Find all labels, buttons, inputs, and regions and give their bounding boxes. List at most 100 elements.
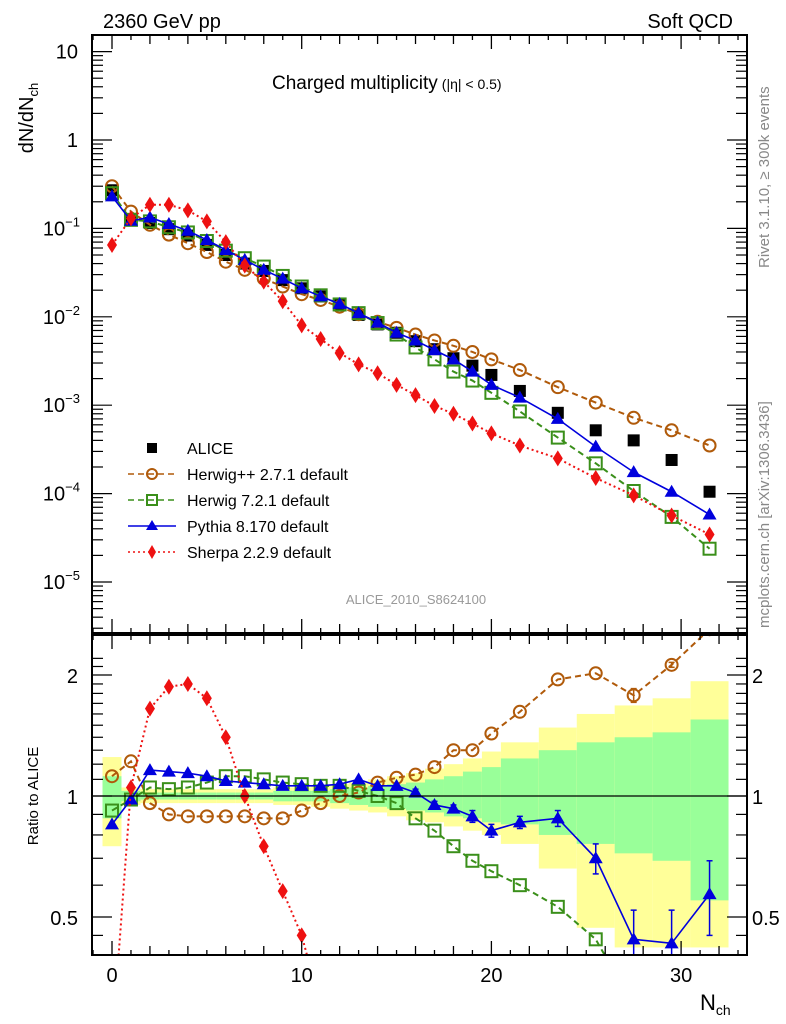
legend-label: Herwig 7.2.1 default [187,493,330,510]
data-point [664,423,679,438]
data-point [408,767,423,782]
inner-band-bin [614,737,653,854]
legend-item: Pythia 8.170 default [128,519,329,536]
data-point [237,775,252,788]
data-point [484,864,499,879]
x-axis-label-text: N [700,990,716,1015]
data-point [332,777,347,790]
data-point [702,507,717,520]
data-point [626,688,641,703]
data-point [590,470,601,487]
x-axis-label-sub: ch [716,1002,731,1018]
data-point [275,811,290,826]
y-tick-label-ratio: 0.5 [50,908,78,930]
y-tick-base: 10 [43,218,65,240]
y-tick-label-ratio-right: 0.5 [752,908,780,930]
data-point [446,338,461,353]
inner-band-bin [462,771,482,819]
y-tick-base: 10 [43,307,65,329]
y-tick-label-ratio: 1 [67,787,78,809]
data-point [512,878,527,893]
legend-marker [148,545,156,559]
data-point [666,1000,678,1012]
data-point [465,809,480,822]
data-point [142,210,157,223]
data-point [446,352,461,365]
data-point [484,377,499,390]
data-point [408,333,423,346]
data-point [123,792,138,805]
y-axis-label-main: dN/dNch [16,83,41,153]
side-label-mcplots: mcplots.cern.ch [arXiv:1306.3436] [756,401,773,628]
data-point [144,700,155,717]
y-tick-label-ratio-right: 2 [752,666,763,688]
y-tick-base: 10 [43,484,65,506]
series-pythia-8-170-default [105,763,717,955]
legend-marker [146,494,158,506]
y-tick-label-main: 10−4 [43,480,80,506]
data-point [201,213,212,230]
data-point [182,202,193,219]
data-point [180,780,195,795]
data-point [588,439,603,452]
data-point [704,526,715,543]
data-point [353,356,364,373]
data-point [484,352,499,367]
data-point [199,809,214,824]
data-point [370,315,385,328]
data-point [550,811,565,824]
series-herwig-2-7-1-default [105,179,717,453]
data-point [163,678,174,695]
data-point [389,325,404,338]
data-point [550,380,565,395]
analysis-id: ALICE_2010_S8624100 [346,592,486,607]
data-point [220,729,231,746]
data-point [427,823,442,838]
data-point [664,936,679,949]
data-point [180,809,195,824]
data-point [446,801,461,814]
data-point [220,234,231,251]
data-point [408,811,423,826]
inner-band-bin [576,742,615,844]
data-point [550,672,565,687]
y-tick-label-main: 1 [67,130,78,152]
data-point [332,296,347,309]
data-point [351,772,366,785]
data-point [448,405,459,422]
data-point [294,778,309,791]
ratio-frame [91,634,748,956]
data-point [410,387,421,404]
data-point [313,796,328,811]
y-axis-label-ratio: Ratio to ALICE [25,747,42,845]
legend: ALICE Herwig++ 2.7.1 default Herwig 7.2.1 … [128,441,349,562]
main-frame [91,34,748,634]
legend-marker [146,468,158,480]
data-point [467,415,478,432]
data-point [313,289,328,302]
data-point [664,657,679,672]
legend-item: Herwig++ 2.7.1 default [128,467,349,484]
series-herwig-7-2-1-default [105,769,678,1012]
series-line [111,635,705,820]
data-point [702,541,717,556]
data-point [588,932,603,947]
data-point [465,344,480,359]
data-point [239,257,250,274]
data-point [427,343,442,356]
legend-marker [146,520,158,530]
data-point [512,390,527,403]
main-series-group [105,179,717,556]
plot-title: Charged multiplicity (|η| < 0.5) [272,73,502,94]
inner-band-bin [500,758,539,825]
y-tick-label-main: 10−5 [43,568,80,594]
y-tick-base: 10 [43,395,65,417]
data-point [514,437,525,454]
data-point [429,397,440,414]
side-label-rivet: Rivet 3.1.10, ≥ 300k events [756,86,773,268]
data-point [199,232,214,245]
data-point [408,785,423,798]
data-point [389,796,404,811]
